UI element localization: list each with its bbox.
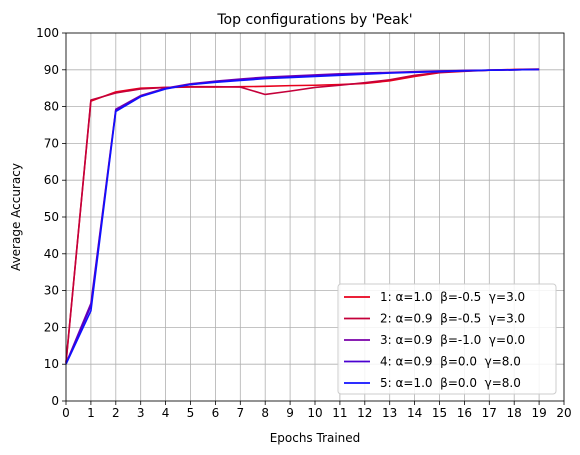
- x-tick-label: 11: [332, 406, 347, 420]
- x-tick-label: 14: [407, 406, 422, 420]
- x-tick-label: 17: [482, 406, 497, 420]
- y-tick-label: 20: [44, 320, 59, 334]
- series-lines: [65, 68, 540, 365]
- x-tick-label: 0: [62, 406, 70, 420]
- y-tick-label: 30: [44, 284, 59, 298]
- y-tick-label: 80: [44, 100, 59, 114]
- legend-label: 5: α=1.0 β=0.0 γ=8.0: [380, 376, 521, 390]
- y-axis-ticks: 0 10 20 30 40 50 60 70 80 90 100: [36, 26, 66, 408]
- x-tick-label: 1: [87, 406, 95, 420]
- x-tick-label: 7: [236, 406, 244, 420]
- legend-label: 3: α=0.9 β=-1.0 γ=0.0: [380, 333, 525, 347]
- x-tick-label: 2: [112, 406, 120, 420]
- y-tick-label: 10: [44, 357, 59, 371]
- y-tick-label: 50: [44, 210, 59, 224]
- y-tick-label: 70: [44, 136, 59, 150]
- x-tick-label: 15: [432, 406, 447, 420]
- chart-title: Top configurations by 'Peak': [216, 12, 412, 28]
- y-tick-label: 40: [44, 247, 59, 261]
- legend-box: [337, 283, 557, 395]
- x-tick-label: 6: [212, 406, 220, 420]
- series-line-5: [65, 68, 540, 365]
- y-tick-label: 90: [44, 63, 59, 77]
- y-tick-label: 100: [36, 26, 59, 40]
- legend-label: 4: α=0.9 β=0.0 γ=8.0: [380, 355, 521, 369]
- x-tick-label: 9: [286, 406, 294, 420]
- x-tick-label: 12: [357, 406, 372, 420]
- y-tick-label: 60: [44, 173, 59, 187]
- x-tick-label: 13: [382, 406, 397, 420]
- x-tick-label: 16: [457, 406, 472, 420]
- y-axis-title: Average Accuracy: [9, 163, 23, 271]
- x-tick-label: 8: [261, 406, 269, 420]
- x-tick-label: 10: [307, 406, 322, 420]
- y-tick-label: 0: [51, 394, 59, 408]
- x-tick-label: 18: [507, 406, 522, 420]
- x-tick-label: 3: [137, 406, 145, 420]
- legend-label: 1: α=1.0 β=-0.5 γ=3.0: [380, 290, 525, 304]
- x-tick-label: 19: [531, 406, 546, 420]
- x-axis-title: Epochs Trained: [270, 431, 361, 445]
- x-tick-label: 5: [187, 406, 195, 420]
- x-axis-ticks: 0 1 2 3 4 5 6 7 8 9 10 11 12 13 14 15 16 17 18 19 20: [62, 401, 572, 420]
- legend: 1: α=1.0 β=-0.5 γ=3.0 2: α=0.9 β=-0.5 γ=3…: [337, 283, 557, 395]
- legend-label: 2: α=0.9 β=-0.5 γ=3.0: [380, 312, 525, 326]
- x-tick-label: 4: [162, 406, 170, 420]
- x-tick-label: 20: [556, 406, 571, 420]
